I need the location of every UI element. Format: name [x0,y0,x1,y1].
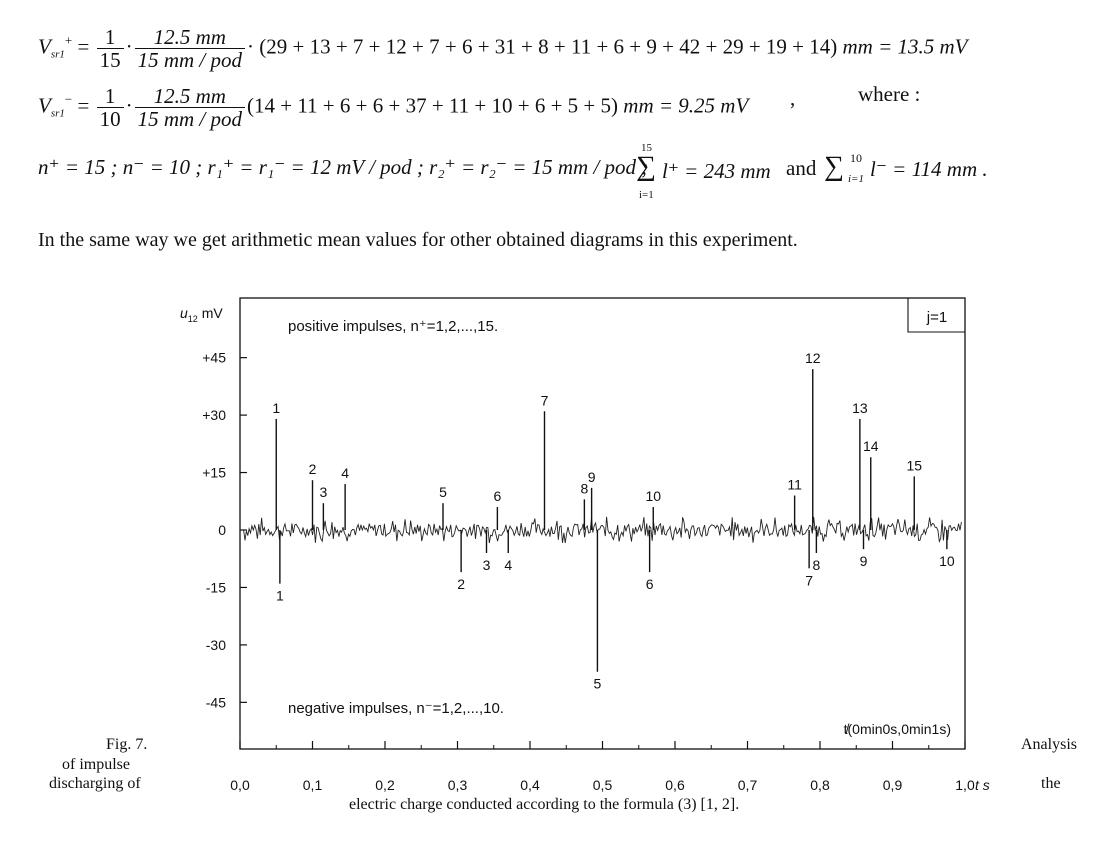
n-minus: n⁻ = 10 ; [122,155,203,179]
sum-minus-text: l⁻ = 114 mm . [870,157,988,181]
negative-impulse-label-8: 8 [812,557,820,573]
positive-impulse-label-9: 9 [588,469,596,485]
fraction-one-tenth: 1 10 [96,85,124,130]
sum-minus-sigma: ∑ [824,151,844,182]
negative-impulse-label-4: 4 [504,557,512,573]
negative-impulse-label-3: 3 [483,557,491,573]
fraction-scale: 12.5 mm 15 mm / pod [134,85,245,130]
caption-line-2: of impulse [62,756,130,773]
where-label: where : [858,82,921,106]
positive-impulse-label-8: 8 [580,480,588,496]
sum-plus-upper: 15 [641,142,652,154]
corner-label: j=1 [926,309,947,326]
negative-impulses-title: negative impulses, n⁻=1,2,...,10. [288,700,504,717]
positive-impulse-label-3: 3 [319,484,327,500]
positive-impulse-label-10: 10 [645,488,661,504]
negative-impulse-label-2: 2 [457,576,465,592]
result: mm = 9.25 mV [623,93,749,118]
x-tick-label: 0,2 [375,777,395,793]
negative-impulse-label-5: 5 [594,676,602,692]
plot-frame [239,297,966,750]
signal-trace [243,516,962,544]
x-tick-label: 0,3 [448,777,468,793]
y-tick-label: 0 [218,522,226,538]
v-subscript: sr1 [50,48,65,61]
y-tick-label: -30 [206,637,226,653]
sum-plus-sigma: ∑ [636,151,656,182]
x-tick-label: 0,1 [303,777,323,793]
x-tick-label: 0,6 [665,777,685,793]
caption-bottom: electric charge conducted according to t… [349,796,740,813]
x-tick-label: 0,0 [230,777,250,793]
caption-line-3: discharging of [49,775,141,792]
x-tick-label: 1,0 [955,777,975,793]
positive-impulse-label-7: 7 [541,392,549,408]
x-tick-label: 0,9 [883,777,903,793]
y-tick-label: +30 [202,407,226,423]
x-tick-label: 0,8 [810,777,830,793]
sum-body: (14 + 11 + 6 + 6 + 37 + 11 + 10 + 6 + 5 … [247,93,619,118]
sum-plus-text: l⁺ = 243 mm [662,159,771,183]
positive-impulse-label-6: 6 [493,488,501,504]
x-tick-label: 0,4 [520,777,540,793]
negative-impulse-label-6: 6 [646,576,654,592]
time-window-label: t̸(0min0s,0min1s) [844,721,951,737]
v-superscript: + [64,32,73,48]
positive-impulse-label-15: 15 [906,457,922,473]
sum-body: (29 + 13 + 7 + 12 + 7 + 6 + 31 + 8 + 11 … [259,34,838,59]
negative-impulse-label-7: 7 [805,572,813,588]
y-tick-label: -45 [206,694,226,710]
v-superscript: − [64,91,73,107]
sum-minus-upper: 10 [850,151,862,165]
r1: r₁⁺ = r₁⁻ = 12 mV / pod ; [207,155,424,179]
x-tick-label: 0,5 [593,777,613,793]
negative-impulse-label-10: 10 [939,553,955,569]
body-paragraph: In the same way we get arithmetic mean v… [38,229,798,251]
positive-impulse-label-11: 11 [787,477,802,493]
v-symbol: V [38,34,51,59]
y-axis-label: u12 mV [180,305,223,324]
v-subscript: sr1 [50,107,65,120]
positive-impulse-label-12: 12 [805,350,821,366]
equation-v-minus: Vsr1− = 1 10 · 12.5 mm 15 mm / pod (14 + 11 +… [38,84,749,131]
corner-box [907,298,965,333]
result: mm = 13.5 mV [842,34,968,59]
y-tick-label: +45 [202,350,226,366]
fig-label: Fig. 7. [106,736,148,753]
fraction-scale: 12.5 mm 15 mm / pod [134,26,245,71]
comma: , [790,86,796,110]
positive-impulse-label-1: 1 [272,400,280,416]
negative-impulse-label-1: 1 [276,588,284,604]
equation-params: n⁺ = 15 ; n⁻ = 10 ; r₁⁺ = r₁⁻ = 12 mV / … [38,155,648,180]
sum-plus-lower: i=1 [639,189,654,201]
equation-v-plus: Vsr1+ = 1 15 · 12.5 mm 15 mm / pod · (29 + 13… [38,25,968,72]
x-axis-unit: t s [975,777,990,793]
positive-impulse-label-5: 5 [439,484,447,500]
positive-impulse-label-2: 2 [309,461,317,477]
x-tick-label: 0,7 [738,777,758,793]
negative-impulse-label-9: 9 [860,553,868,569]
positive-impulse-label-14: 14 [863,438,879,454]
v-symbol: V [38,93,51,118]
caption-the: the [1041,775,1061,792]
positive-impulse-label-13: 13 [852,400,868,416]
y-tick-label: +15 [202,465,226,481]
y-tick-label: -15 [206,579,226,595]
caption-analysis: Analysis [1021,736,1077,753]
n-plus: n⁺ = 15 ; [38,155,118,179]
r2: r₂⁺ = r₂⁻ = 15 mm / pod ; [429,155,649,179]
and-word: and [786,156,817,180]
positive-impulses-title: positive impulses, n⁺=1,2,...,15. [288,318,498,335]
fraction-one-fifteenth: 1 15 [96,26,124,71]
positive-impulse-label-4: 4 [341,465,349,481]
sum-minus-lower: i=1 [848,173,864,185]
